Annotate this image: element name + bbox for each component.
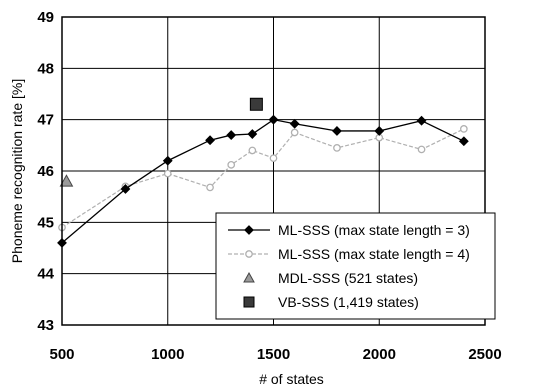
series-ml-sss-4-point bbox=[248, 146, 257, 155]
axes: 43 44 45 46 47 48 49 500 1000 1500 2000 2500 # of st… bbox=[9, 9, 502, 387]
series-mdl-sss bbox=[59, 174, 74, 187]
y-tick-label: 46 bbox=[37, 163, 54, 180]
y-tick-label: 47 bbox=[37, 112, 54, 129]
x-tick-label: 1500 bbox=[257, 346, 290, 363]
series-ml-sss-3 bbox=[57, 114, 469, 248]
series-ml-sss-3-point bbox=[374, 126, 385, 136]
y-axis-title: Phoneme recognition rate [%] bbox=[9, 79, 25, 263]
legend-marker-ml-sss-3 bbox=[244, 225, 254, 235]
legend-box bbox=[215, 212, 496, 320]
legend-label: VB-SSS (1,419 states) bbox=[278, 294, 419, 310]
series-ml-sss-3-point bbox=[226, 130, 237, 140]
series-ml-sss-3-point bbox=[268, 114, 279, 125]
y-tick-label: 45 bbox=[37, 214, 54, 231]
x-tick-label: 2000 bbox=[363, 346, 396, 363]
x-axis-title: # of states bbox=[259, 371, 324, 387]
series-ml-sss-4-point bbox=[206, 183, 214, 192]
series-ml-sss-3-point bbox=[332, 126, 342, 136]
series-ml-sss-3-point bbox=[120, 184, 131, 194]
series-ml-sss-3-point bbox=[289, 118, 300, 129]
legend-marker-vb-sss bbox=[243, 296, 255, 308]
y-tick-label: 43 bbox=[37, 317, 54, 334]
series-vb-sss bbox=[249, 97, 263, 111]
legend-label: ML-SSS (max state length = 3) bbox=[278, 222, 470, 238]
y-tick-label: 48 bbox=[37, 60, 54, 77]
x-tick-label: 1000 bbox=[151, 346, 184, 363]
legend-marker-ml-sss-4 bbox=[245, 250, 253, 258]
x-tick-label: 500 bbox=[49, 346, 74, 363]
series-ml-sss-3-point bbox=[458, 136, 469, 147]
series-ml-sss-4-point bbox=[290, 128, 299, 137]
series-ml-sss-3-point bbox=[205, 135, 215, 146]
series-vb-sss-point bbox=[249, 97, 263, 111]
series-ml-sss-3-point bbox=[162, 155, 173, 166]
series-ml-sss-4-line bbox=[61, 128, 465, 228]
plot-frame bbox=[61, 16, 486, 326]
series-ml-sss-4-point bbox=[417, 145, 426, 154]
series-ml-sss-3-line bbox=[61, 118, 465, 244]
legend-marker-mdl-sss bbox=[243, 271, 255, 283]
series-mdl-sss-point bbox=[59, 174, 74, 187]
legend-label: ML-SSS (max state length = 4) bbox=[278, 246, 470, 262]
y-tick-label: 49 bbox=[37, 9, 54, 26]
y-tick-label: 44 bbox=[37, 266, 54, 283]
series-ml-sss-3-point bbox=[416, 115, 427, 126]
legend-label: MDL-SSS (521 states) bbox=[278, 270, 418, 286]
series-ml-sss-4-point bbox=[163, 169, 172, 178]
series-ml-sss-4-point bbox=[333, 144, 341, 152]
legend: ML-SSS (max state length = 3) ML-SSS (max… bbox=[215, 212, 496, 320]
x-tick-label: 2500 bbox=[468, 346, 501, 363]
series-ml-sss-4-point bbox=[227, 160, 236, 169]
series-ml-sss-4-point bbox=[269, 154, 278, 163]
series-ml-sss-4-point bbox=[459, 125, 468, 133]
series-ml-sss-3-point bbox=[247, 129, 258, 139]
